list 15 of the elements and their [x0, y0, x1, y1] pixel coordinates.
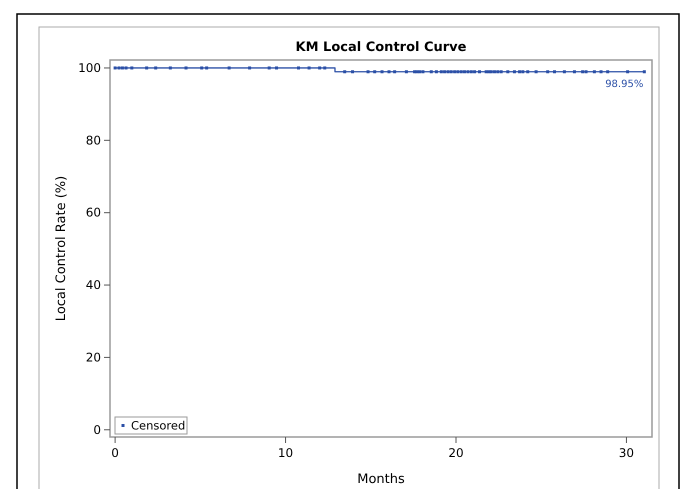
y-tick-label: 20	[86, 350, 101, 364]
x-tick-label: 10	[278, 446, 294, 460]
y-tick-label: 100	[78, 60, 101, 75]
y-tick-label: 0	[93, 422, 101, 437]
legend-label: Censored	[131, 418, 186, 432]
x-tick-label: 30	[618, 446, 634, 460]
y-tick-label: 40	[86, 278, 101, 292]
y-tick-label: 60	[86, 206, 101, 220]
y-axis-title: Local Control Rate (%)	[54, 176, 69, 322]
chart-title: KM Local Control Curve	[296, 40, 467, 55]
y-tick-label: 80	[86, 133, 101, 148]
x-tick-label: 0	[111, 446, 119, 460]
x-tick-label: 20	[448, 446, 464, 460]
annotation: 98.95%	[605, 78, 644, 90]
x-axis-title: Months	[357, 472, 405, 487]
